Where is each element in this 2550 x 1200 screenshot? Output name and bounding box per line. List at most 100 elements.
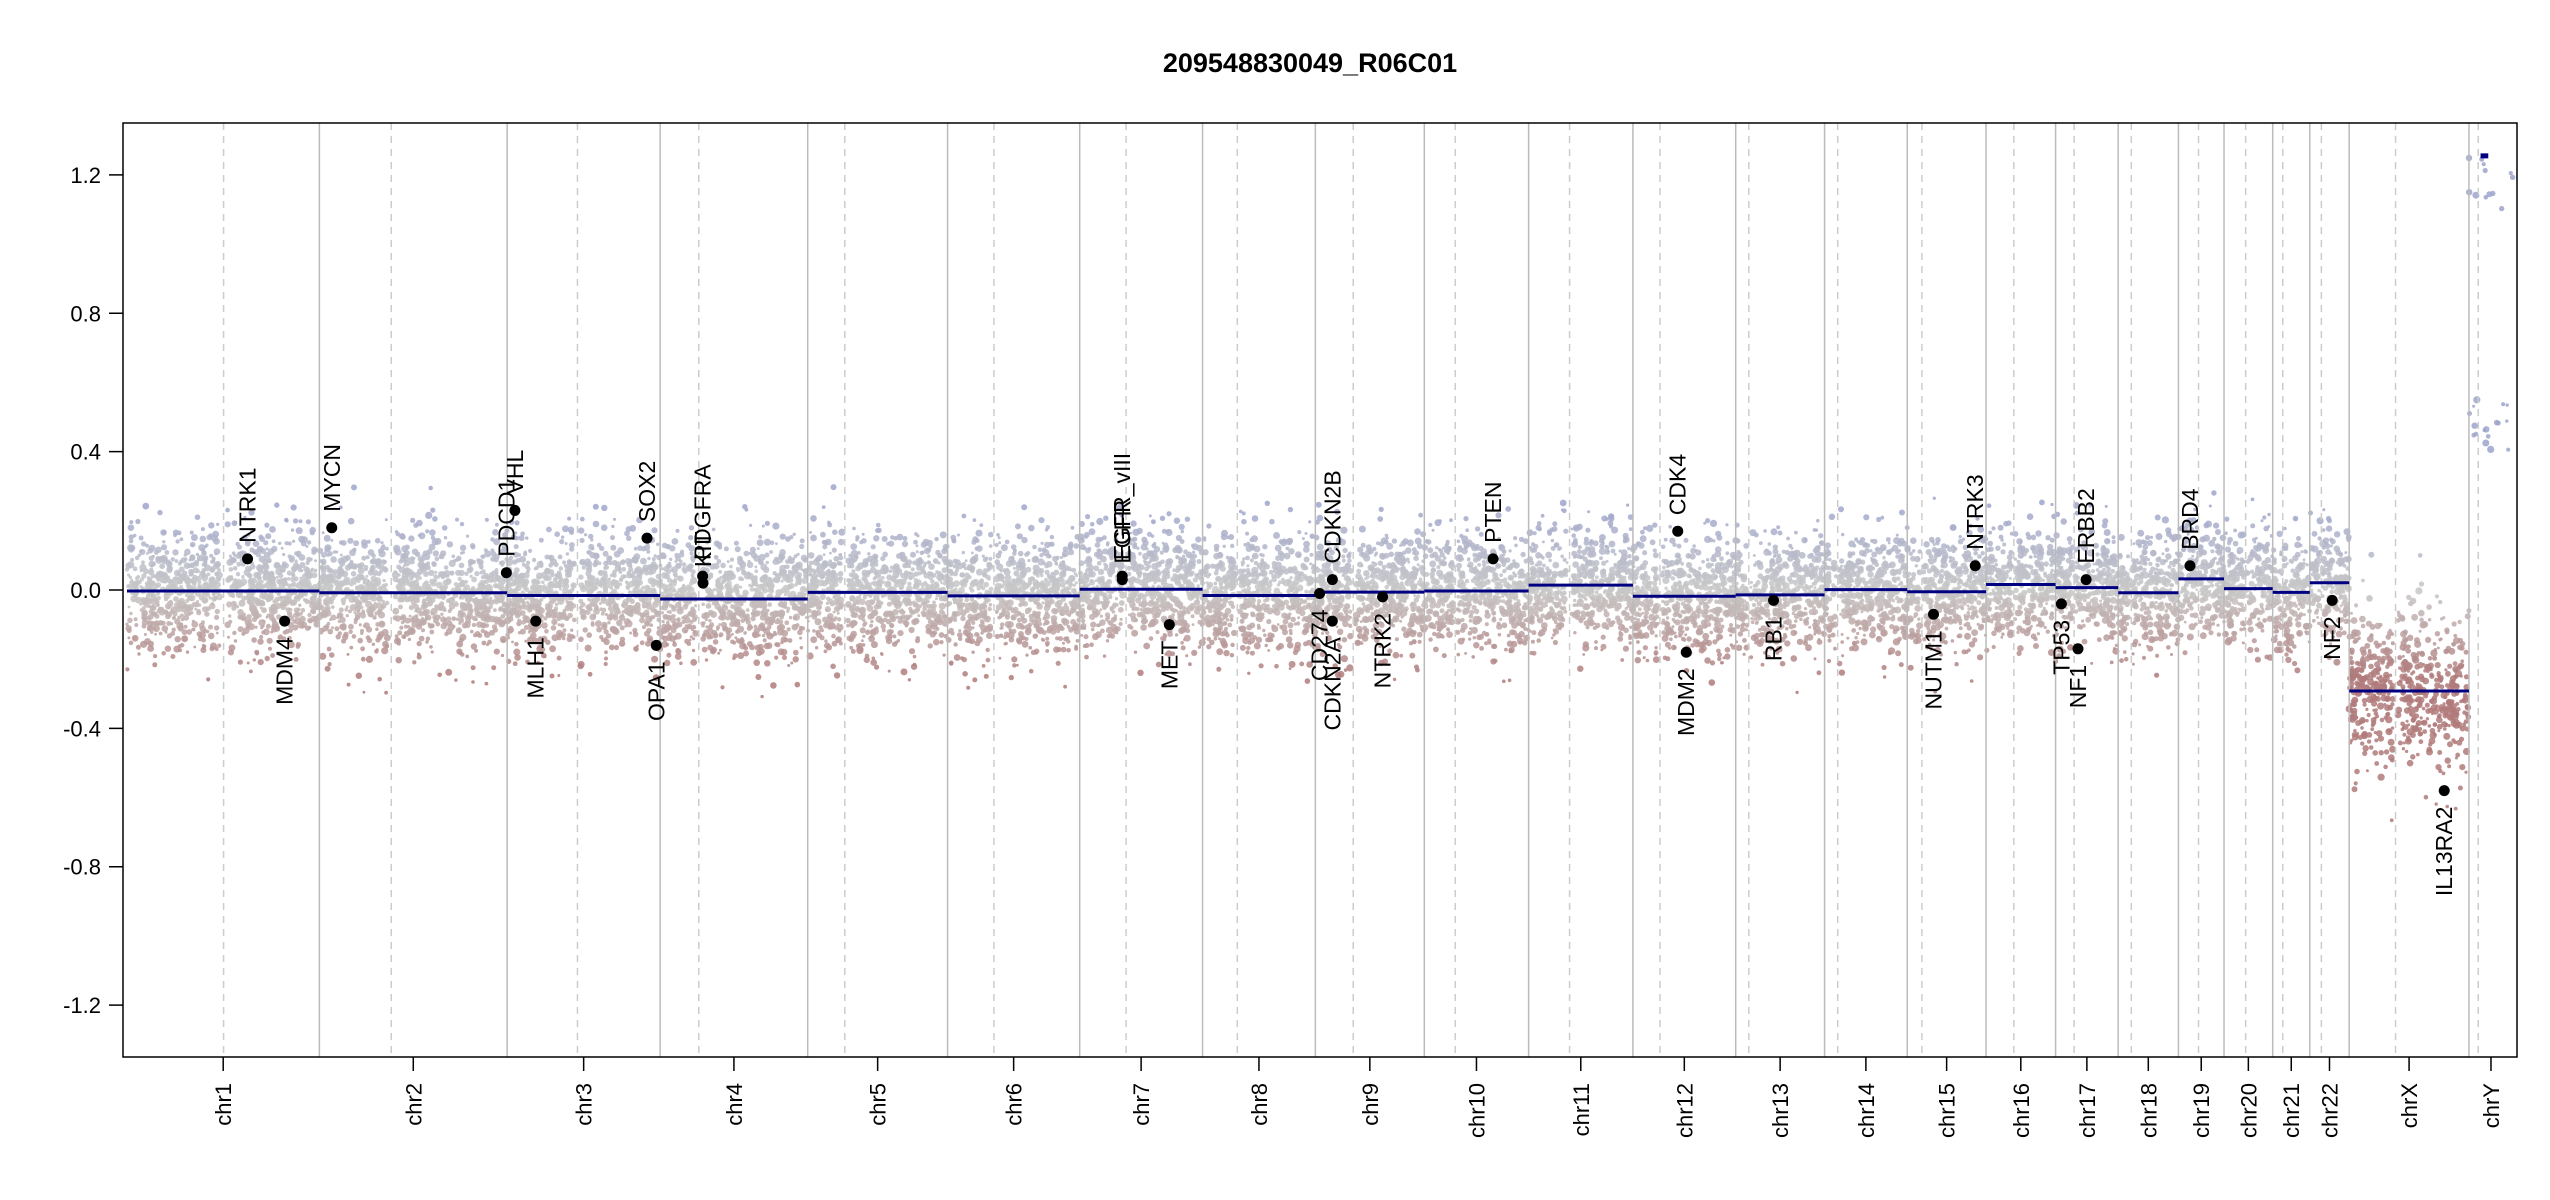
- probe-point: [741, 578, 744, 581]
- probe-point: [619, 578, 623, 582]
- probe-point: [471, 643, 477, 649]
- cnv-plot: 209548830049_R06C01 NTRK1MDM4MYCNPDCD1VH…: [0, 0, 2550, 1200]
- probe-point: [289, 612, 292, 615]
- probe-point: [175, 539, 179, 543]
- probe-point: [293, 562, 299, 568]
- probe-point: [436, 582, 443, 589]
- probe-point: [774, 642, 778, 646]
- probe-point: [1018, 558, 1025, 565]
- probe-point: [782, 574, 789, 581]
- probe-point: [601, 608, 606, 613]
- probe-point: [439, 556, 442, 559]
- probe-point: [1047, 601, 1052, 606]
- probe-point: [1045, 528, 1049, 532]
- probe-point: [1037, 558, 1044, 565]
- probe-point: [705, 658, 708, 661]
- probe-point: [382, 641, 389, 648]
- probe-point: [229, 567, 234, 572]
- probe-point: [338, 558, 345, 565]
- probe-point: [352, 634, 357, 639]
- probe-point: [130, 579, 133, 582]
- probe-point: [145, 544, 149, 548]
- probe-point: [510, 608, 516, 614]
- probe-point: [181, 635, 188, 642]
- probe-point: [404, 631, 407, 634]
- probe-point: [784, 605, 788, 609]
- probe-point: [305, 545, 308, 548]
- probe-point: [839, 562, 843, 566]
- probe-point: [962, 657, 967, 662]
- probe-point: [635, 574, 642, 581]
- probe-point: [1071, 607, 1077, 613]
- probe-point: [952, 597, 956, 601]
- probe-point: [710, 611, 717, 618]
- probe-point: [682, 585, 685, 588]
- probe-point: [257, 638, 263, 644]
- probe-point: [415, 594, 421, 600]
- probe-point: [554, 562, 559, 567]
- probe-point: [736, 638, 741, 643]
- probe-point: [661, 611, 664, 614]
- probe-point: [787, 594, 791, 598]
- probe-point: [314, 559, 317, 562]
- probe-point: [860, 627, 866, 633]
- probe-point: [827, 521, 830, 524]
- probe-point: [556, 575, 559, 578]
- probe-point: [875, 576, 878, 579]
- probe-point: [849, 637, 854, 642]
- probe-point: [619, 640, 626, 647]
- probe-point: [808, 567, 811, 570]
- probe-point: [139, 536, 144, 541]
- probe-point: [846, 578, 850, 582]
- probe-point: [331, 605, 335, 609]
- probe-point: [744, 573, 751, 580]
- probe-point: [134, 623, 138, 627]
- probe-point: [999, 627, 1002, 630]
- probe-point: [1027, 559, 1030, 562]
- probe-point: [409, 615, 412, 618]
- probe-point: [253, 658, 256, 661]
- probe-point: [932, 601, 936, 605]
- probe-point: [383, 560, 387, 564]
- probe-point: [601, 524, 608, 531]
- probe-point: [893, 536, 898, 541]
- probe-point: [270, 631, 273, 634]
- probe-point: [751, 612, 755, 616]
- probe-point: [796, 606, 801, 611]
- probe-point: [1062, 560, 1065, 563]
- probe-point: [626, 582, 630, 586]
- probe-point: [962, 551, 965, 554]
- probe-point: [799, 544, 804, 549]
- probe-point: [245, 620, 250, 625]
- probe-point: [455, 558, 459, 562]
- probe-point: [468, 567, 473, 572]
- probe-point: [1048, 576, 1052, 580]
- probe-point: [201, 551, 206, 556]
- probe-point: [1013, 567, 1016, 570]
- probe-point: [895, 641, 899, 645]
- probe-point: [265, 656, 270, 661]
- probe-point: [789, 535, 793, 539]
- probe-point: [611, 525, 614, 528]
- probe-point: [250, 564, 256, 570]
- probe-point: [863, 621, 867, 625]
- probe-point: [1019, 623, 1023, 627]
- probe-point: [799, 579, 802, 582]
- probe-point: [1011, 616, 1015, 620]
- probe-point: [481, 629, 485, 633]
- probe-point: [357, 601, 363, 607]
- probe-point: [1063, 546, 1068, 551]
- probe-point: [754, 575, 758, 579]
- probe-point: [203, 562, 207, 566]
- probe-point: [996, 533, 1000, 537]
- probe-point: [586, 632, 592, 638]
- probe-point: [214, 548, 221, 555]
- probe-point: [275, 624, 279, 628]
- probe-point: [1018, 603, 1023, 608]
- probe-point: [808, 609, 812, 613]
- probe-point: [195, 514, 201, 520]
- probe-point: [416, 578, 419, 581]
- probe-point: [939, 640, 943, 644]
- probe-point: [164, 597, 168, 601]
- probe-point: [443, 580, 449, 586]
